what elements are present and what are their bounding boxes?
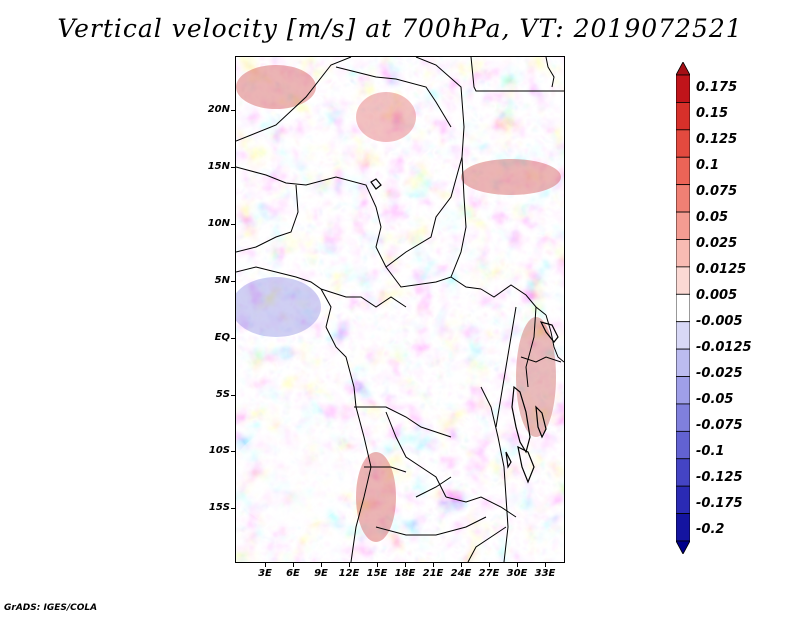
- lat-tick: [231, 224, 235, 225]
- colorbar-segment: [676, 184, 690, 213]
- colorbar-segment: [676, 403, 690, 432]
- lat-tick: [231, 508, 235, 509]
- field-detail: [236, 57, 564, 562]
- colorbar-label: -0.125: [696, 470, 743, 485]
- lat-label: 15N: [207, 161, 230, 172]
- colorbar-label: -0.2: [696, 522, 725, 537]
- colorbar-label: -0.1: [696, 444, 725, 459]
- lon-label: 24E: [450, 568, 472, 579]
- colorbar-segment: [676, 458, 690, 487]
- colorbar-segment: [676, 74, 690, 103]
- lon-label: 12E: [338, 568, 360, 579]
- patch-south: [356, 452, 396, 542]
- colorbar-segment: [676, 430, 690, 460]
- borders: [236, 57, 564, 562]
- lon-tick: [293, 563, 294, 567]
- patch-east: [461, 159, 561, 195]
- colorbar-segment: [676, 321, 690, 350]
- colorbar-segment: [676, 513, 690, 542]
- colorbar-bottom-triangle: [676, 540, 690, 554]
- colorbar-label: 0.15: [696, 106, 729, 121]
- colorbar-label: -0.005: [696, 314, 743, 329]
- colorbar-segment: [676, 102, 690, 131]
- patch-rift: [516, 317, 556, 437]
- lon-tick: [321, 563, 322, 567]
- lat-tick: [231, 338, 235, 339]
- lon-label: 15E: [366, 568, 388, 579]
- lon-label: 33E: [534, 568, 556, 579]
- lat-label: 15S: [208, 502, 230, 513]
- lon-label: 30E: [506, 568, 528, 579]
- lon-tick: [265, 563, 266, 567]
- lon-label: 21E: [422, 568, 444, 579]
- lat-label: 10S: [208, 445, 230, 456]
- lat-tick: [231, 110, 235, 111]
- lon-label: 6E: [286, 568, 300, 579]
- lat-label: 5N: [214, 275, 230, 286]
- colorbar-segment: [676, 293, 690, 323]
- colorbar-label: -0.0125: [696, 340, 752, 355]
- colorbar-label: -0.05: [696, 392, 734, 407]
- lat-label: EQ: [214, 332, 230, 343]
- lat-label: 20N: [207, 104, 230, 115]
- lon-tick: [377, 563, 378, 567]
- colorbar-segment: [676, 156, 690, 186]
- map-title: Vertical velocity [m/s] at 700hPa, VT: 2…: [57, 14, 743, 43]
- colorbar: [676, 62, 690, 554]
- lon-tick: [349, 563, 350, 567]
- colorbar-segment: [676, 485, 690, 514]
- lat-tick: [231, 451, 235, 452]
- colorbar-label: -0.175: [696, 496, 743, 511]
- lat-label: 10N: [207, 218, 230, 229]
- colorbar-label: -0.075: [696, 418, 743, 433]
- colorbar-segment: [676, 129, 690, 158]
- lat-tick: [231, 167, 235, 168]
- lakes: [370, 178, 559, 484]
- colorbar-label: 0.0125: [696, 262, 747, 277]
- colorbar-label: -0.025: [696, 366, 743, 381]
- colorbar-segment: [676, 211, 690, 240]
- colorbar-label: 0.125: [696, 132, 738, 147]
- colorbar-segment: [676, 348, 690, 377]
- patch-north: [356, 92, 416, 142]
- colorbar-segment: [676, 376, 690, 405]
- velocity-field: [236, 57, 564, 562]
- colorbar-label: 0.1: [696, 158, 720, 173]
- lat-label: 5S: [215, 389, 230, 400]
- lon-tick: [433, 563, 434, 567]
- lon-label: 3E: [258, 568, 272, 579]
- lon-tick: [405, 563, 406, 567]
- lat-tick: [231, 281, 235, 282]
- colorbar-segment: [676, 239, 690, 268]
- lon-tick: [489, 563, 490, 567]
- patch-ocean-south: [236, 427, 351, 527]
- colorbar-label: 0.075: [696, 184, 738, 199]
- colorbar-label: 0.025: [696, 236, 738, 251]
- colorbar-label: 0.05: [696, 210, 729, 225]
- lon-label: 27E: [478, 568, 500, 579]
- colorbar-segment: [676, 266, 690, 295]
- colorbar-label: 0.005: [696, 288, 738, 303]
- lat-tick: [231, 395, 235, 396]
- lon-tick: [545, 563, 546, 567]
- lon-label: 9E: [314, 568, 328, 579]
- map-plot-area: [235, 56, 565, 563]
- lon-tick: [517, 563, 518, 567]
- grads-credit: GrADS: IGES/COLA: [4, 603, 98, 613]
- lon-label: 18E: [394, 568, 416, 579]
- colorbar-label: 0.175: [696, 80, 738, 95]
- colorbar-top-triangle: [676, 62, 690, 76]
- patch-northwest: [236, 65, 316, 109]
- patch-ocean-west: [236, 277, 321, 337]
- lon-tick: [461, 563, 462, 567]
